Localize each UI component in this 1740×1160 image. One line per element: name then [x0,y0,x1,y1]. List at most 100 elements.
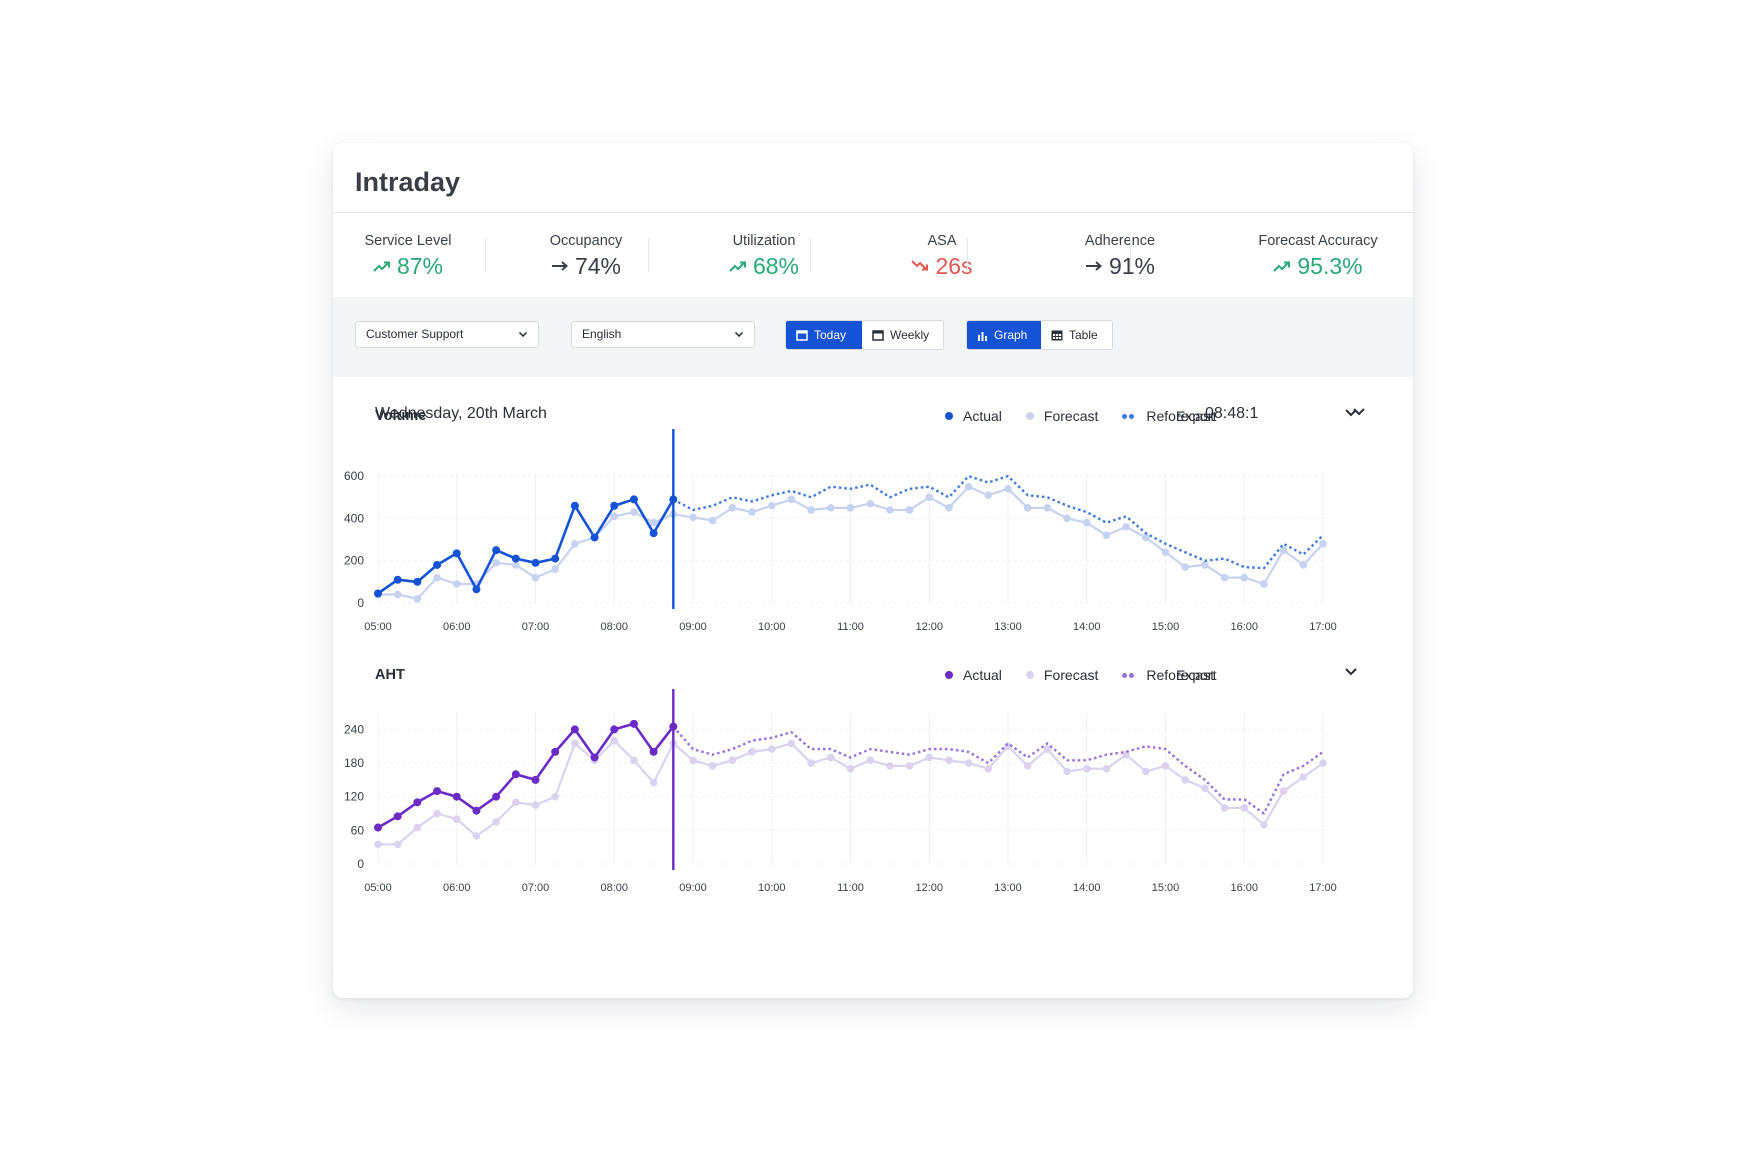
forecast-point [1279,546,1288,554]
x-tick-label: 14:00 [1073,621,1101,633]
x-tick-label: 07:00 [522,621,550,633]
legend-actual[interactable]: Actual [945,408,1002,424]
forecast-point [767,501,776,510]
legend-forecast-label: Forecast [1043,408,1099,424]
intraday-card: Intraday Service Level 87% Occupancy 74% Uti… [333,143,1413,998]
actual-point [472,806,481,815]
actual-point [433,787,442,796]
actual-point [590,533,599,542]
forecast-point [827,504,835,512]
forecast-point [1279,787,1288,795]
actual-point [629,719,638,728]
arrow-right-icon [1085,256,1103,279]
legend-forecast[interactable]: Forecast [1025,408,1099,424]
forecast-point [905,506,914,514]
language-select-value: English [582,327,622,341]
forecast-point [571,739,579,748]
kpi-value: 26s [852,253,1032,280]
actual-point [433,560,442,569]
forecast-point [452,580,461,588]
actual-line [377,498,675,595]
y-tick-label: 180 [344,756,364,770]
x-tick-label: 12:00 [915,882,943,894]
forecast-point [571,540,579,548]
kpi-value-text: 68% [752,253,800,279]
kpi-value-text: 95.3% [1297,253,1363,279]
forecast-point [748,508,756,516]
actual-point [551,747,560,756]
forecast-point [492,818,500,826]
x-tick-label: 05:00 [364,882,392,894]
today-button[interactable]: Today [786,321,862,349]
aht-expand-button[interactable] [1344,662,1358,687]
clock-readout: 08:48:1 [1205,405,1259,422]
forecast-point [610,512,619,521]
forecast-point [492,559,500,567]
volume-expand-button[interactable] [1344,403,1358,428]
x-tick-label: 09:00 [679,621,707,633]
forecast-dot-icon [1025,671,1034,679]
forecast-point [708,516,717,525]
y-tick-label: 0 [357,596,364,610]
weekly-button[interactable]: Weekly [862,321,939,349]
x-tick-label: 15:00 [1152,882,1180,894]
forecast-point [512,561,520,569]
aht-export-button[interactable]: Export [1176,667,1217,683]
forecast-point [1063,514,1071,523]
volume-export-button[interactable]: Export [1176,408,1217,424]
graph-button[interactable]: Graph [967,321,1041,349]
reforecast-dots-icon [1122,413,1136,419]
date-label: Wednesday, 20th March [375,405,547,422]
forecast-point [807,506,815,514]
forecast-point [630,756,638,765]
legend-actual[interactable]: Actual [945,667,1002,683]
kpi-label: Service Level [364,233,452,249]
language-select[interactable]: English [571,321,755,348]
forecast-point [413,594,422,603]
actual-point [649,529,658,538]
forecast-point [945,756,953,765]
calendar-icon [796,329,808,341]
legend-actual-label: Actual [963,408,1002,424]
actual-point [551,554,560,563]
y-tick-label: 0 [357,857,364,871]
forecast-point [905,762,914,770]
forecast-point [531,573,540,582]
queue-select[interactable]: Customer Support [355,321,539,348]
legend-forecast-label: Forecast [1043,667,1099,683]
actual-line [377,722,675,829]
calendar-icon [872,329,884,341]
forecast-point [1043,504,1052,512]
x-tick-label: 06:00 [443,621,471,633]
legend-reforecast-label: Reforecast [1146,408,1215,424]
x-tick-label: 15:00 [1152,621,1180,633]
forecast-point [787,739,796,748]
forecast-point [767,745,776,753]
forecast-point [433,573,441,582]
forecast-point [1260,820,1268,829]
kpi-divider [1130,238,1131,272]
volume-chart: 0 200 400 600 05:00 06:00 07:00 08:00 09:00 10:00… [344,429,1337,633]
actual-point [452,549,461,558]
forecast-point [728,504,737,512]
forecast-point [1201,561,1209,569]
table-icon [1051,330,1063,341]
forecast-point [866,756,874,765]
forecast-dot-icon [1025,412,1034,420]
bar-chart-icon [977,330,988,341]
forecast-point [748,748,756,756]
actual-point [610,501,619,510]
x-tick-label: 11:00 [837,621,864,633]
kpi-value-text: 87% [396,253,444,279]
kpi-label: Occupancy [549,233,623,249]
actual-point [531,558,540,567]
actual-point [590,753,599,762]
kpi-service-level: Service Level 87% [333,213,498,297]
legend-reforecast[interactable]: Reforecast [1122,408,1214,424]
actual-point [413,798,422,807]
legend-forecast[interactable]: Forecast [1025,667,1099,683]
legend-reforecast[interactable]: Reforecast [1122,667,1214,683]
kpi-value-text: 26s [935,253,973,279]
table-button[interactable]: Table [1041,321,1108,349]
forecast-point [846,764,855,773]
